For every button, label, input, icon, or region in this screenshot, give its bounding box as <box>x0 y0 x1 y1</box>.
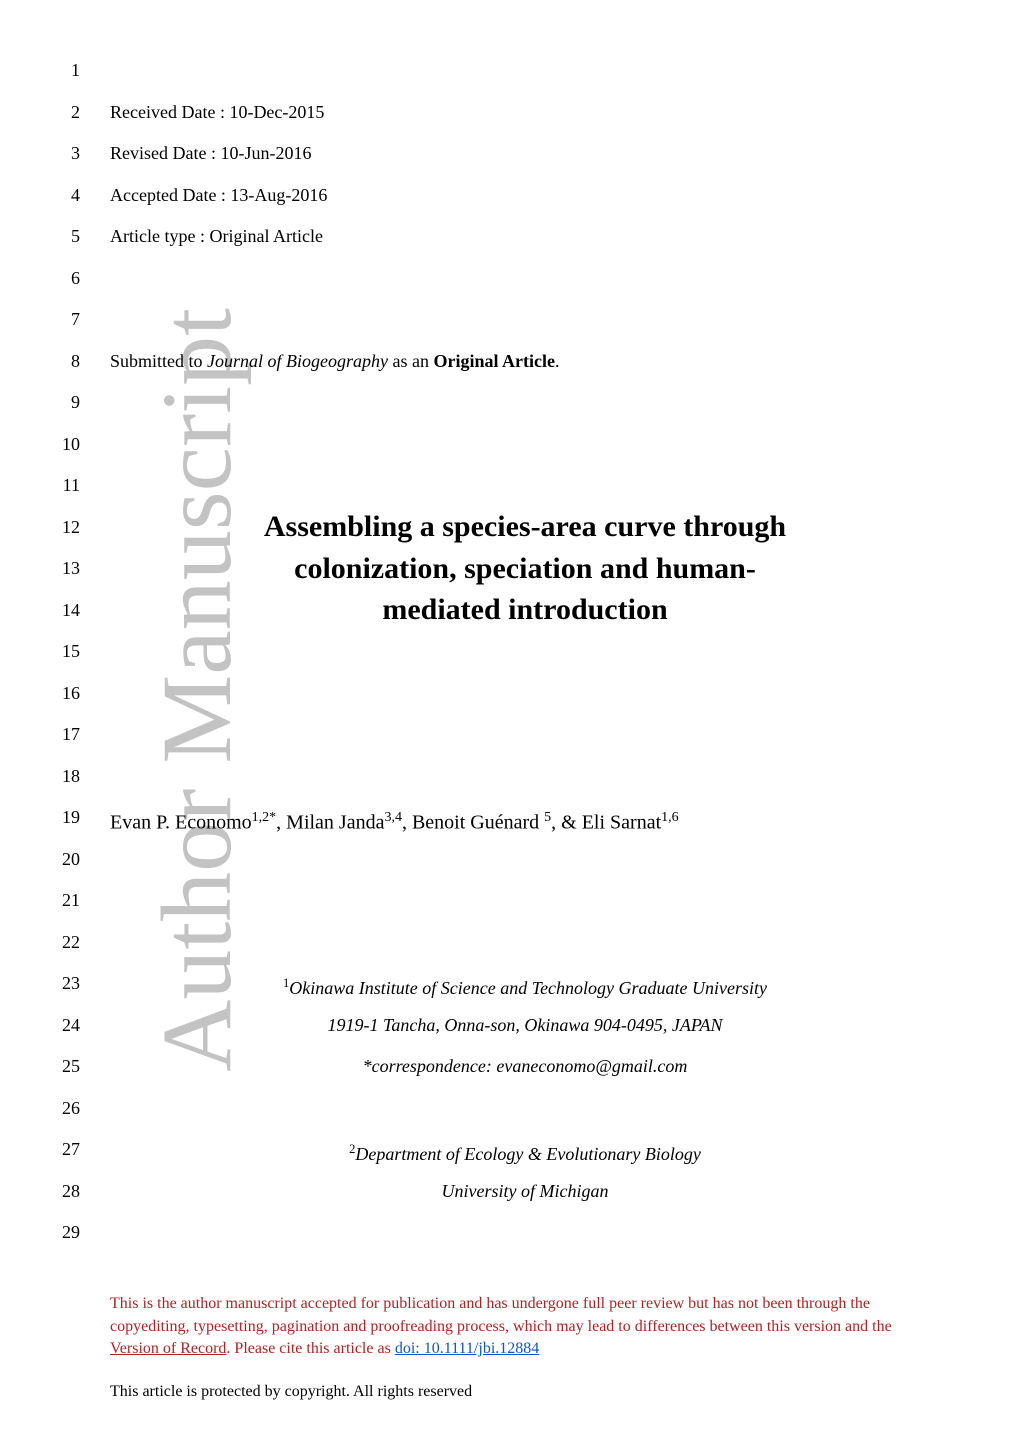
affiliation-1-address: 1919-1 Tancha, Onna-son, Okinawa 904-049… <box>110 1005 940 1047</box>
affiliation-2: 2Department of Ecology & Evolutionary Bi… <box>110 1129 940 1171</box>
blank-line <box>110 1088 940 1130</box>
submission-suffix: as an <box>388 351 433 371</box>
line-number: 7 <box>50 299 80 341</box>
author-1-sup: 1,2* <box>252 810 277 825</box>
line-number: 6 <box>50 258 80 300</box>
line-number: 11 <box>50 465 80 507</box>
author-3: , Benoit Guénard <box>402 812 544 834</box>
line-number: 3 <box>50 133 80 175</box>
author-list: Evan P. Economo1,2*, Milan Janda3,4, Ben… <box>110 797 940 839</box>
footer-red-text: This is the author manuscript accepted f… <box>110 1293 940 1360</box>
blank-line <box>110 1212 940 1254</box>
line-number: 1 <box>50 50 80 92</box>
blank-line <box>110 922 940 964</box>
blank-line <box>110 714 940 756</box>
title-line-3: mediated introduction <box>110 590 940 632</box>
footer-notice: This is the author manuscript accepted f… <box>110 1293 940 1403</box>
author-1: Evan P. Economo <box>110 812 252 834</box>
line-number: 26 <box>50 1088 80 1130</box>
line-number: 5 <box>50 216 80 258</box>
correspondence: *correspondence: evaneconomo@gmail.com <box>110 1046 940 1088</box>
line-number: 27 <box>50 1129 80 1171</box>
article-kind: Original Article <box>433 351 554 371</box>
blank-line <box>110 299 940 341</box>
title-line-2: colonization, speciation and human- <box>110 548 940 590</box>
submission-line: Submitted to Journal of Biogeography as … <box>110 341 940 383</box>
footer-red-body-2: . Please cite this article as <box>226 1340 394 1357</box>
version-of-record-link[interactable]: Version of Record <box>110 1340 226 1357</box>
doi-link[interactable]: doi: 10.1111/jbi.12884 <box>395 1340 539 1357</box>
affiliation-2-text: Department of Ecology & Evolutionary Bio… <box>355 1144 700 1164</box>
affiliation-1: 1Okinawa Institute of Science and Techno… <box>110 963 940 1005</box>
manuscript-content: Received Date : 10-Dec-2015 Revised Date… <box>110 50 940 1254</box>
blank-line <box>110 756 940 798</box>
received-date: Received Date : 10-Dec-2015 <box>110 92 940 134</box>
title-line-1: Assembling a species-area curve through <box>110 507 940 549</box>
blank-line <box>110 258 940 300</box>
line-number: 8 <box>50 341 80 383</box>
line-number: 15 <box>50 631 80 673</box>
blank-line <box>110 50 940 92</box>
line-number: 22 <box>50 922 80 964</box>
copyright-notice: This article is protected by copyright. … <box>110 1381 940 1403</box>
author-2-sup: 3,4 <box>384 810 402 825</box>
author-4-sup: 1,6 <box>661 810 679 825</box>
line-number: 14 <box>50 590 80 632</box>
line-number: 23 <box>50 963 80 1005</box>
line-number: 25 <box>50 1046 80 1088</box>
line-number: 17 <box>50 714 80 756</box>
blank-line <box>110 880 940 922</box>
revised-date: Revised Date : 10-Jun-2016 <box>110 133 940 175</box>
submission-period: . <box>555 351 560 371</box>
line-number: 10 <box>50 424 80 466</box>
blank-line <box>110 631 940 673</box>
line-number: 13 <box>50 548 80 590</box>
author-2: , Milan Janda <box>276 812 384 834</box>
line-number: 28 <box>50 1171 80 1213</box>
manuscript-page: Author Manuscript 1 2 3 4 5 6 7 8 9 10 1… <box>0 0 1020 1443</box>
line-number: 18 <box>50 756 80 798</box>
line-number: 12 <box>50 507 80 549</box>
blank-line <box>110 465 940 507</box>
blank-line <box>110 673 940 715</box>
blank-line <box>110 382 940 424</box>
line-number: 9 <box>50 382 80 424</box>
line-number-gutter: 1 2 3 4 5 6 7 8 9 10 11 12 13 14 15 16 1… <box>50 50 80 1254</box>
line-number: 2 <box>50 92 80 134</box>
affiliation-2-institution: University of Michigan <box>110 1171 940 1213</box>
blank-line <box>110 839 940 881</box>
article-type: Article type : Original Article <box>110 216 940 258</box>
line-number: 19 <box>50 797 80 839</box>
footer-red-body: This is the author manuscript accepted f… <box>110 1295 892 1334</box>
affiliation-1-text: Okinawa Institute of Science and Technol… <box>289 978 767 998</box>
line-number: 24 <box>50 1005 80 1047</box>
blank-line <box>110 424 940 466</box>
accepted-date: Accepted Date : 13-Aug-2016 <box>110 175 940 217</box>
line-number: 20 <box>50 839 80 881</box>
journal-name: Journal of Biogeography <box>207 351 388 371</box>
line-number: 4 <box>50 175 80 217</box>
author-4: , & Eli Sarnat <box>551 812 661 834</box>
line-number: 16 <box>50 673 80 715</box>
submission-prefix: Submitted to <box>110 351 207 371</box>
line-number: 29 <box>50 1212 80 1254</box>
line-number: 21 <box>50 880 80 922</box>
